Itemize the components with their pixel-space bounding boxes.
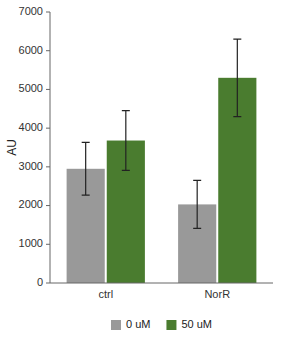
y-tick [46, 50, 50, 51]
legend-item: 0 uM [111, 318, 150, 330]
x-axis-line [50, 283, 273, 284]
y-tick-label: 0 [37, 276, 43, 288]
y-tick-label: 2000 [19, 198, 43, 210]
y-tick-label: 1000 [19, 237, 43, 249]
page: {"chart_data": {"type": "bar", "categori… [0, 0, 283, 345]
bars [67, 39, 257, 283]
legend-label: 50 uM [181, 318, 212, 330]
y-axis: 0 1000 2000 3000 4000 5000 6000 7000 [19, 5, 50, 288]
x-axis: ctrl NorR [50, 283, 273, 300]
y-axis-label: AU [5, 139, 19, 156]
y-tick-label: 5000 [19, 82, 43, 94]
legend-label: 0 uM [126, 318, 150, 330]
x-tick-label: NorR [204, 288, 230, 300]
y-tick-label: 6000 [19, 44, 43, 56]
y-tick [46, 244, 50, 245]
y-tick [46, 12, 50, 13]
y-tick [46, 128, 50, 129]
chart: 0 1000 2000 3000 4000 5000 6000 7000 AU ctrl NorR 0… [0, 0, 283, 345]
legend-item: 50 uM [166, 318, 212, 330]
legend-swatch [166, 320, 176, 330]
error-bar [82, 142, 90, 195]
y-tick [46, 283, 50, 284]
y-tick-label: 3000 [19, 160, 43, 172]
y-tick [46, 166, 50, 167]
error-bar [193, 180, 201, 228]
error-bar [122, 111, 130, 171]
y-tick-label: 4000 [19, 121, 43, 133]
legend-swatch [111, 320, 121, 330]
y-axis-line [50, 12, 51, 283]
chart-container: 0 1000 2000 3000 4000 5000 6000 7000 AU ctrl NorR 0… [0, 0, 283, 345]
error-bar [233, 39, 241, 116]
x-tick-label: ctrl [98, 288, 113, 300]
y-tick-label: 7000 [19, 5, 43, 17]
legend: 0 uM 50 uM [111, 318, 212, 330]
y-tick [46, 205, 50, 206]
y-tick [46, 89, 50, 90]
